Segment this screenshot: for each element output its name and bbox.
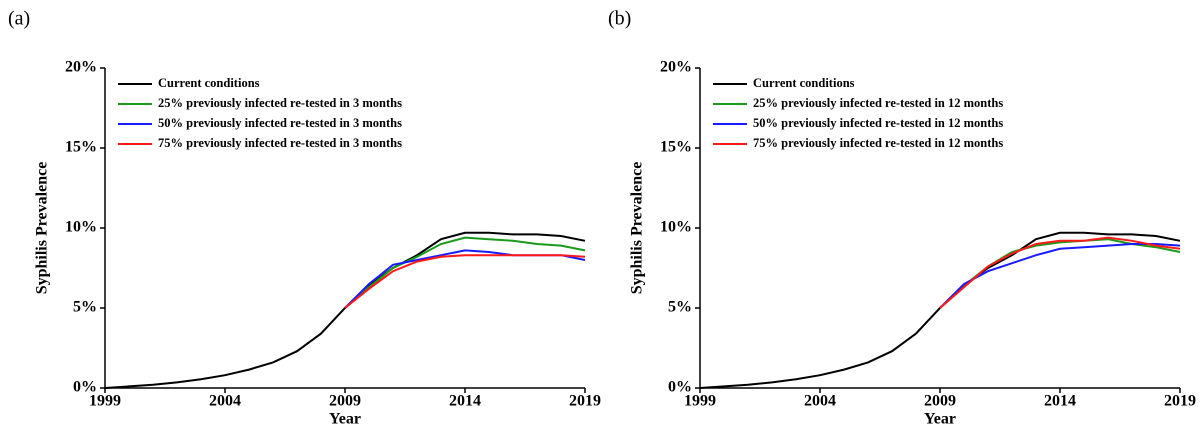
legend-label: 25% previously infected re-tested in 3 m…	[158, 96, 402, 110]
panel-label: (b)	[608, 8, 631, 30]
x-tick-label: 2004	[209, 393, 241, 410]
y-axis-title: Syphilis Prevalence	[34, 162, 51, 295]
legend-label: 25% previously infected re-tested in 12 …	[753, 96, 1003, 110]
x-axis-title: Year	[924, 411, 956, 428]
series-line	[939, 236, 1181, 309]
x-tick-label: 1999	[684, 393, 716, 410]
x-tick-label: 2014	[449, 393, 481, 410]
x-tick-label: 2009	[924, 393, 956, 410]
legend-label: 50% previously infected re-tested in 12 …	[753, 116, 1003, 130]
y-tick-label: 0%	[668, 379, 692, 396]
y-tick-label: 20%	[660, 59, 692, 76]
series-line	[344, 254, 586, 309]
y-tick-label: 5%	[73, 299, 97, 316]
y-tick-label: 10%	[660, 219, 692, 236]
series-line	[699, 231, 1181, 389]
y-axis-title: Syphilis Prevalence	[629, 162, 646, 295]
x-tick-label: 2014	[1044, 393, 1076, 410]
x-tick-label: 2019	[569, 393, 601, 410]
legend-label: 75% previously infected re-tested in 3 m…	[158, 136, 402, 150]
series-line	[344, 236, 586, 309]
legend-label: Current conditions	[753, 76, 855, 90]
legend-label: Current conditions	[158, 76, 260, 90]
legend-label: 50% previously infected re-tested in 3 m…	[158, 116, 402, 130]
x-tick-label: 2019	[1164, 393, 1196, 410]
panel-label: (a)	[8, 8, 30, 30]
x-axis-title: Year	[329, 411, 361, 428]
y-tick-label: 0%	[73, 379, 97, 396]
x-tick-label: 1999	[89, 393, 121, 410]
y-tick-label: 10%	[65, 219, 97, 236]
y-tick-label: 15%	[660, 139, 692, 156]
y-tick-label: 20%	[65, 59, 97, 76]
y-tick-label: 5%	[668, 299, 692, 316]
series-line	[939, 243, 1181, 309]
legend-label: 75% previously infected re-tested in 12 …	[753, 136, 1003, 150]
x-tick-label: 2009	[329, 393, 361, 410]
x-tick-label: 2004	[804, 393, 836, 410]
y-tick-label: 15%	[65, 139, 97, 156]
